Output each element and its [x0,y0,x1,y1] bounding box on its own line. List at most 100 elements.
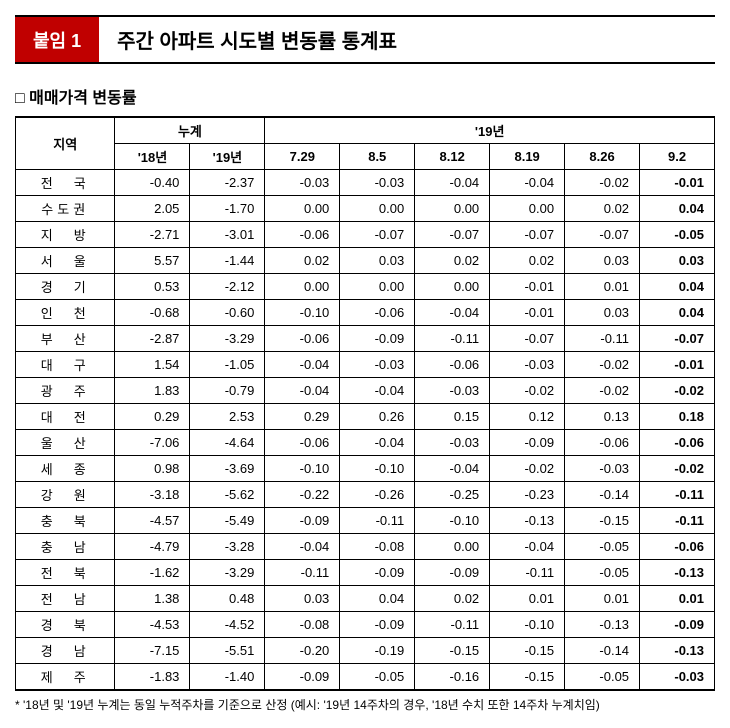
value-cell: -0.04 [415,300,490,326]
value-cell: -0.11 [490,560,565,586]
region-cell: 대 구 [16,352,115,378]
value-cell: -3.69 [190,456,265,482]
value-cell: -0.40 [115,170,190,196]
value-cell: -0.19 [340,638,415,664]
region-cell: 인 천 [16,300,115,326]
table-row: 제 주-1.83-1.40-0.09-0.05-0.16-0.15-0.05-0… [16,664,715,691]
value-cell: 0.29 [115,404,190,430]
region-cell: 충 남 [16,534,115,560]
value-cell: -0.06 [640,430,715,456]
table-row: 대 구1.54-1.05-0.04-0.03-0.06-0.03-0.02-0.… [16,352,715,378]
col-w0: 7.29 [265,144,340,170]
value-cell: -3.29 [190,326,265,352]
value-cell: -0.02 [490,456,565,482]
region-cell: 경 북 [16,612,115,638]
col-w3: 8.19 [490,144,565,170]
value-cell: 0.00 [265,274,340,300]
value-cell: -0.04 [340,430,415,456]
value-cell: -0.06 [265,430,340,456]
value-cell: -0.04 [265,352,340,378]
value-cell: -0.15 [415,638,490,664]
value-cell: -0.02 [640,378,715,404]
table-row: 대 전0.292.530.290.260.150.120.130.18 [16,404,715,430]
value-cell: 0.01 [490,586,565,612]
value-cell: -0.10 [490,612,565,638]
value-cell: -0.07 [640,326,715,352]
region-cell: 강 원 [16,482,115,508]
value-cell: 0.01 [565,586,640,612]
value-cell: -0.05 [565,560,640,586]
region-cell: 제 주 [16,664,115,691]
table-row: 전 북-1.62-3.29-0.11-0.09-0.09-0.11-0.05-0… [16,560,715,586]
value-cell: -0.02 [490,378,565,404]
value-cell: 0.00 [340,274,415,300]
value-cell: -0.03 [340,170,415,196]
value-cell: -0.13 [565,612,640,638]
value-cell: -0.03 [415,430,490,456]
value-cell: 0.13 [565,404,640,430]
value-cell: -0.09 [640,612,715,638]
value-cell: -0.20 [265,638,340,664]
value-cell: -2.71 [115,222,190,248]
value-cell: -0.11 [415,612,490,638]
value-cell: -0.06 [265,326,340,352]
value-cell: -0.09 [415,560,490,586]
value-cell: 0.04 [640,196,715,222]
value-cell: -0.09 [265,664,340,691]
value-cell: -0.13 [640,638,715,664]
value-cell: 0.04 [340,586,415,612]
value-cell: -0.23 [490,482,565,508]
value-cell: -7.06 [115,430,190,456]
region-cell: 울 산 [16,430,115,456]
table-row: 경 북-4.53-4.52-0.08-0.09-0.11-0.10-0.13-0… [16,612,715,638]
value-cell: 0.53 [115,274,190,300]
table-row: 광 주1.83-0.79-0.04-0.04-0.03-0.02-0.02-0.… [16,378,715,404]
value-cell: -0.03 [490,352,565,378]
table-body: 전 국-0.40-2.37-0.03-0.03-0.04-0.04-0.02-0… [16,170,715,691]
value-cell: 0.02 [415,586,490,612]
value-cell: 0.02 [490,248,565,274]
region-cell: 광 주 [16,378,115,404]
value-cell: 0.00 [340,196,415,222]
value-cell: -0.04 [340,378,415,404]
table-row: 충 북-4.57-5.49-0.09-0.11-0.10-0.13-0.15-0… [16,508,715,534]
value-cell: -0.01 [640,352,715,378]
table-row: 경 기0.53-2.120.000.000.00-0.010.010.04 [16,274,715,300]
value-cell: -0.07 [490,326,565,352]
value-cell: -0.04 [415,170,490,196]
value-cell: 0.00 [415,196,490,222]
value-cell: -0.10 [415,508,490,534]
section-subtitle: □ 매매가격 변동률 [15,84,715,108]
table-row: 강 원-3.18-5.62-0.22-0.26-0.25-0.23-0.14-0… [16,482,715,508]
value-cell: -5.51 [190,638,265,664]
value-cell: 0.26 [340,404,415,430]
value-cell: 0.03 [640,248,715,274]
region-cell: 세 종 [16,456,115,482]
value-cell: 5.57 [115,248,190,274]
region-cell: 서 울 [16,248,115,274]
col-w4: 8.26 [565,144,640,170]
table-row: 부 산-2.87-3.29-0.06-0.09-0.11-0.07-0.11-0… [16,326,715,352]
value-cell: -2.12 [190,274,265,300]
value-cell: 0.04 [640,274,715,300]
value-cell: -3.18 [115,482,190,508]
value-cell: -0.04 [415,456,490,482]
region-cell: 경 기 [16,274,115,300]
value-cell: 0.00 [415,534,490,560]
region-cell: 충 북 [16,508,115,534]
value-cell: 0.03 [340,248,415,274]
value-cell: -0.01 [490,274,565,300]
value-cell: 0.02 [415,248,490,274]
value-cell: -1.44 [190,248,265,274]
value-cell: -0.05 [565,534,640,560]
table-row: 경 남-7.15-5.51-0.20-0.19-0.15-0.15-0.14-0… [16,638,715,664]
value-cell: -0.05 [640,222,715,248]
value-cell: -0.11 [415,326,490,352]
value-cell: -0.06 [415,352,490,378]
region-cell: 전 남 [16,586,115,612]
value-cell: 1.54 [115,352,190,378]
header-bar: 붙임 1 주간 아파트 시도별 변동률 통계표 [15,15,715,64]
table-row: 서 울5.57-1.440.020.030.020.020.030.03 [16,248,715,274]
value-cell: -0.03 [565,456,640,482]
col-y19: '19년 [190,144,265,170]
